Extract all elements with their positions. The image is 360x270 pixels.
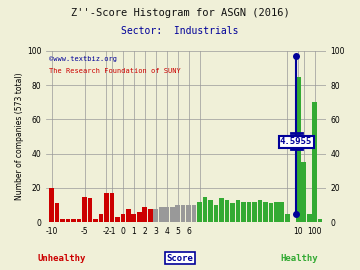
Bar bbox=[93, 219, 98, 222]
Bar bbox=[115, 217, 120, 222]
Bar bbox=[165, 207, 169, 222]
Bar bbox=[247, 202, 251, 222]
Bar bbox=[230, 203, 235, 222]
Bar bbox=[170, 207, 175, 222]
Bar bbox=[71, 219, 76, 222]
Bar bbox=[82, 197, 87, 222]
Bar bbox=[186, 205, 191, 222]
Bar bbox=[104, 193, 109, 222]
Bar bbox=[181, 205, 185, 222]
Bar bbox=[312, 102, 317, 222]
Text: Healthy: Healthy bbox=[280, 254, 318, 262]
Bar bbox=[225, 200, 229, 222]
Bar bbox=[60, 219, 65, 222]
Bar bbox=[126, 208, 131, 222]
Bar bbox=[131, 214, 136, 222]
Bar bbox=[241, 202, 246, 222]
Text: ©www.textbiz.org: ©www.textbiz.org bbox=[49, 56, 117, 62]
Bar bbox=[143, 207, 147, 222]
Bar bbox=[87, 198, 92, 222]
Bar bbox=[269, 203, 273, 222]
Text: Sector:  Industrials: Sector: Industrials bbox=[121, 26, 239, 36]
Bar bbox=[296, 77, 301, 222]
Bar bbox=[252, 202, 257, 222]
Text: 4.5955: 4.5955 bbox=[280, 137, 312, 146]
Bar bbox=[153, 208, 158, 222]
Text: The Research Foundation of SUNY: The Research Foundation of SUNY bbox=[49, 68, 181, 74]
Bar bbox=[99, 214, 103, 222]
Bar bbox=[301, 162, 306, 222]
Bar bbox=[219, 198, 224, 222]
Bar bbox=[274, 202, 279, 222]
Bar bbox=[197, 202, 202, 222]
Text: Score: Score bbox=[167, 254, 193, 262]
Bar bbox=[49, 188, 54, 222]
Bar bbox=[66, 219, 71, 222]
Bar bbox=[318, 219, 323, 222]
Bar bbox=[148, 208, 153, 222]
Bar bbox=[214, 205, 219, 222]
Bar bbox=[236, 200, 240, 222]
Text: Z''-Score Histogram for ASGN (2016): Z''-Score Histogram for ASGN (2016) bbox=[71, 8, 289, 18]
Bar bbox=[263, 202, 268, 222]
Bar bbox=[77, 219, 81, 222]
Bar bbox=[208, 200, 213, 222]
Y-axis label: Number of companies (573 total): Number of companies (573 total) bbox=[15, 73, 24, 200]
Bar bbox=[279, 202, 284, 222]
Text: Unhealthy: Unhealthy bbox=[37, 254, 85, 262]
Bar bbox=[55, 203, 59, 222]
Bar bbox=[137, 212, 141, 222]
Bar bbox=[175, 205, 180, 222]
Bar bbox=[159, 207, 163, 222]
Bar bbox=[109, 193, 114, 222]
Bar bbox=[203, 197, 207, 222]
Bar bbox=[307, 214, 311, 222]
Bar bbox=[285, 214, 289, 222]
Bar bbox=[257, 200, 262, 222]
Bar bbox=[121, 214, 125, 222]
Bar bbox=[192, 205, 197, 222]
